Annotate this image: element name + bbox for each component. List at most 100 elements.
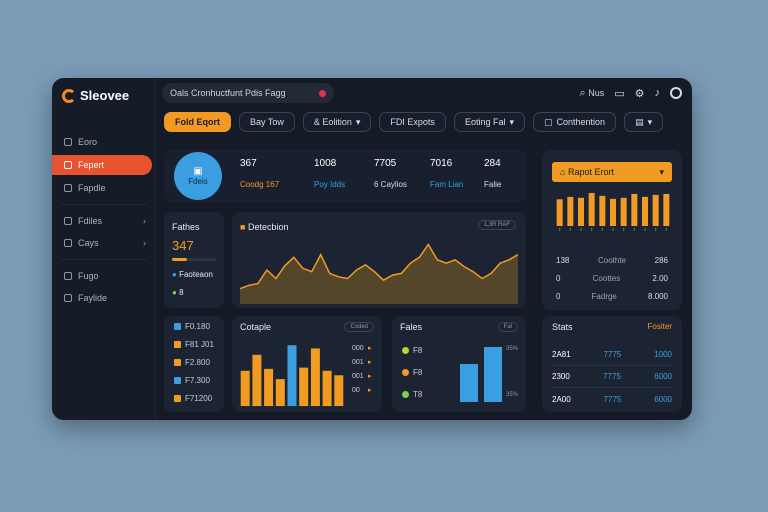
bar xyxy=(599,195,606,226)
sidebar-item-home[interactable]: Eoro xyxy=(52,132,156,152)
arrow-icon: ▸ xyxy=(368,387,372,394)
kpi-sub: Poy Idds xyxy=(314,180,346,189)
tick-label: 00 xyxy=(352,387,360,394)
chevron-right-icon: › xyxy=(143,216,146,226)
report-icon xyxy=(64,161,72,169)
day-button[interactable]: Bay Tow xyxy=(239,112,295,132)
legend-item: F8 xyxy=(402,346,422,355)
perf-value: 347 xyxy=(172,238,194,253)
tick-label: 35% xyxy=(506,392,519,398)
square-icon: ■ xyxy=(240,222,246,232)
bar xyxy=(240,370,250,406)
perf-row: ● Faoteaon xyxy=(172,270,213,279)
report-bar-chart xyxy=(556,192,670,231)
report-panel: ⌂ Rapot Erort ▾ 138 Coothte 286 0 Coottes 2.… xyxy=(542,150,682,310)
inbox-icon[interactable]: ▭ xyxy=(614,87,625,100)
table-row: 2A81 7775 1000 xyxy=(552,344,672,366)
area-chart xyxy=(240,243,518,304)
more-dropdown[interactable]: ▤ ▾ xyxy=(624,112,664,132)
top-right-actions: ⌕ Nus ▭ ⚙ ♪ xyxy=(580,87,682,100)
kpi-sub: 6 Caylios xyxy=(374,180,407,189)
link-icon: ▢ xyxy=(544,116,553,127)
stats-table: 2A81 7775 1000 2300 7775 6000 2A00 7775 6000 xyxy=(552,344,672,410)
sidebar: Sleovee Eoro Fepert Fapdle Fdiles › Cays ›… xyxy=(52,78,156,420)
export-button[interactable]: Fold Eqort xyxy=(164,112,231,132)
list-item: F2.800 xyxy=(174,358,210,367)
list-item: F7.300 xyxy=(174,376,210,385)
bar xyxy=(663,193,670,226)
app-window: Sleovee Eoro Fepert Fapdle Fdiles › Cays ›… xyxy=(52,78,692,420)
sidebar-item-folders[interactable]: Fdiles › xyxy=(52,211,156,231)
range-pill[interactable]: 1,3R RAF xyxy=(477,220,516,230)
sidebar-divider xyxy=(62,204,146,205)
card-title: ■ Detecbion xyxy=(240,222,289,232)
bar xyxy=(642,196,648,226)
table-row: 0 Coottes 2.00 xyxy=(556,274,668,283)
record-icon xyxy=(319,89,326,97)
bar xyxy=(287,345,297,406)
filter-pill[interactable]: Coded xyxy=(344,322,374,332)
stats-tag[interactable]: Fositer xyxy=(647,322,672,331)
tick-label: 35% xyxy=(506,346,519,352)
arrow-icon: ▸ xyxy=(368,373,372,380)
legend-dot-icon xyxy=(402,391,409,398)
gear-icon[interactable]: ⚙ xyxy=(634,87,645,100)
settings-icon xyxy=(64,294,72,302)
bar xyxy=(275,379,285,406)
table-row: 0 Fadrge 8.000 xyxy=(556,292,668,301)
file-icon xyxy=(64,184,72,192)
stats-card: Stats Fositer 2A81 7775 1000 2300 7775 6000 … xyxy=(542,316,682,412)
report-dropdown[interactable]: ⌂ Rapot Erort ▾ xyxy=(552,162,672,182)
arrow-icon: ▸ xyxy=(368,345,372,352)
value-icon xyxy=(174,323,181,330)
table-row: 2300 7775 6000 xyxy=(552,366,672,388)
notification-icon[interactable]: ♪ xyxy=(654,87,661,99)
card-title: Fathes xyxy=(172,222,200,232)
connection-button[interactable]: ▢ Conthention xyxy=(533,112,617,132)
sidebar-item-calendar[interactable]: Cays › xyxy=(52,233,156,253)
legend-item: T8 xyxy=(402,390,422,399)
editing-dropdown[interactable]: Eoting Fal ▾ xyxy=(453,112,525,132)
bar xyxy=(620,197,627,226)
tick-label: 001 xyxy=(352,373,364,380)
card-title: Cotaple xyxy=(240,322,272,332)
kpi-sub: Fam Lian xyxy=(430,180,464,189)
filter-pill[interactable]: Fal xyxy=(497,322,518,332)
bar xyxy=(567,196,574,226)
chevron-right-icon: › xyxy=(143,238,146,248)
search-input[interactable]: Oals Cronhuctfunt Pdis Fagg xyxy=(162,83,334,103)
area-fill xyxy=(240,244,518,304)
kpi-circle[interactable]: ▣ Fdeis xyxy=(174,152,222,200)
circle-icon: ● xyxy=(172,270,177,279)
tick-label: 001 xyxy=(352,359,364,366)
performance-card: Fathes 347 ● Faoteaon ● 8 xyxy=(164,212,224,308)
toolbar: Fold Eqort Bay Tow & Eolition ▾ FDI Expot… xyxy=(164,112,682,132)
bar xyxy=(578,197,584,226)
sidebar-item-report[interactable]: Fepert xyxy=(52,155,152,175)
list-item: F0.180 xyxy=(174,322,210,331)
avatar[interactable] xyxy=(670,87,682,99)
kpi-item: 7016 Fam Lian xyxy=(430,158,464,189)
progress-bar xyxy=(172,258,216,261)
value-icon xyxy=(174,359,181,366)
search-button[interactable]: ⌕ Nus xyxy=(579,86,605,99)
value-icon xyxy=(174,341,181,348)
exports-button[interactable]: FDI Expots xyxy=(379,112,446,132)
bar xyxy=(588,192,595,226)
list-item: F71200 xyxy=(174,394,212,403)
bar xyxy=(264,368,274,406)
edition-dropdown[interactable]: & Eolition ▾ xyxy=(302,112,372,132)
card-title: Stats xyxy=(552,322,573,332)
detection-card: ■ Detecbion 1,3R RAF xyxy=(232,212,526,308)
app-logo[interactable]: Sleovee xyxy=(62,88,129,103)
list-item: F81 J01 xyxy=(174,340,214,349)
sidebar-nav: Eoro Fepert Fapdle Fdiles › Cays › Fugo Fa… xyxy=(52,132,156,308)
bar xyxy=(631,193,638,226)
app-name: Sleovee xyxy=(80,88,130,103)
legend-dot-icon xyxy=(402,347,409,354)
sidebar-item-settings[interactable]: Faylide xyxy=(52,288,156,308)
sidebar-item-grid[interactable]: Fugo xyxy=(52,266,156,286)
sidebar-item-file[interactable]: Fapdle xyxy=(52,178,156,198)
value-icon xyxy=(174,377,181,384)
grid-icon xyxy=(64,272,72,280)
